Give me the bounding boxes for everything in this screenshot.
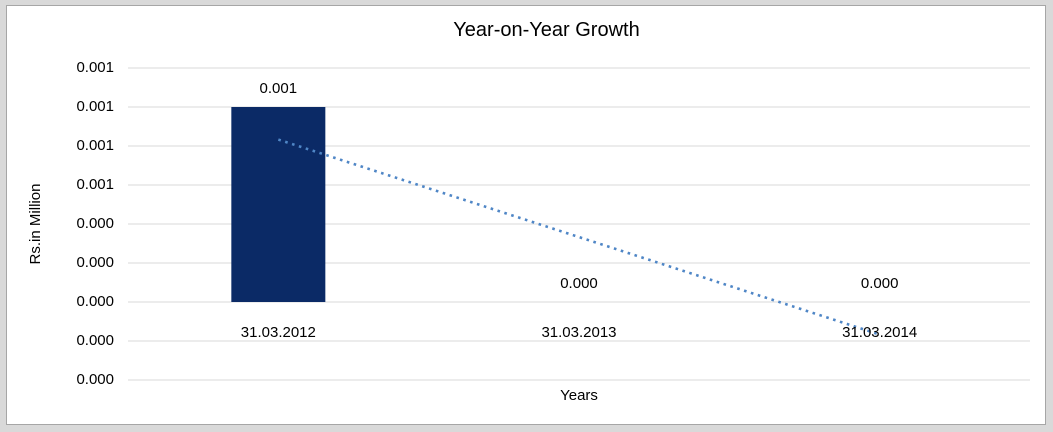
y-tick-label: 0.000 — [76, 254, 114, 271]
y-tick-label: 0.001 — [76, 98, 114, 115]
data-label: 0.001 — [259, 80, 298, 97]
data-label: 0.000 — [560, 275, 598, 292]
bar — [231, 107, 326, 302]
y-tick-label: 0.001 — [76, 176, 114, 193]
category-label: 31.03.2013 — [541, 324, 617, 341]
y-tick-label: 0.000 — [76, 371, 114, 388]
chart-title: Year-on-Year Growth — [453, 19, 640, 41]
y-tick-label: 0.000 — [76, 215, 114, 232]
category-label: 31.03.2014 — [842, 324, 918, 341]
y-tick-label: 0.001 — [76, 59, 114, 76]
data-label: 0.000 — [860, 275, 899, 292]
trendline — [277, 138, 881, 336]
chart-frame — [6, 5, 1046, 425]
x-axis-title: Years — [560, 387, 598, 404]
category-label: 31.03.2012 — [240, 324, 316, 341]
y-tick-label: 0.000 — [76, 293, 114, 310]
y-tick-label: 0.000 — [76, 332, 114, 349]
y-tick-label: 0.001 — [76, 137, 114, 154]
